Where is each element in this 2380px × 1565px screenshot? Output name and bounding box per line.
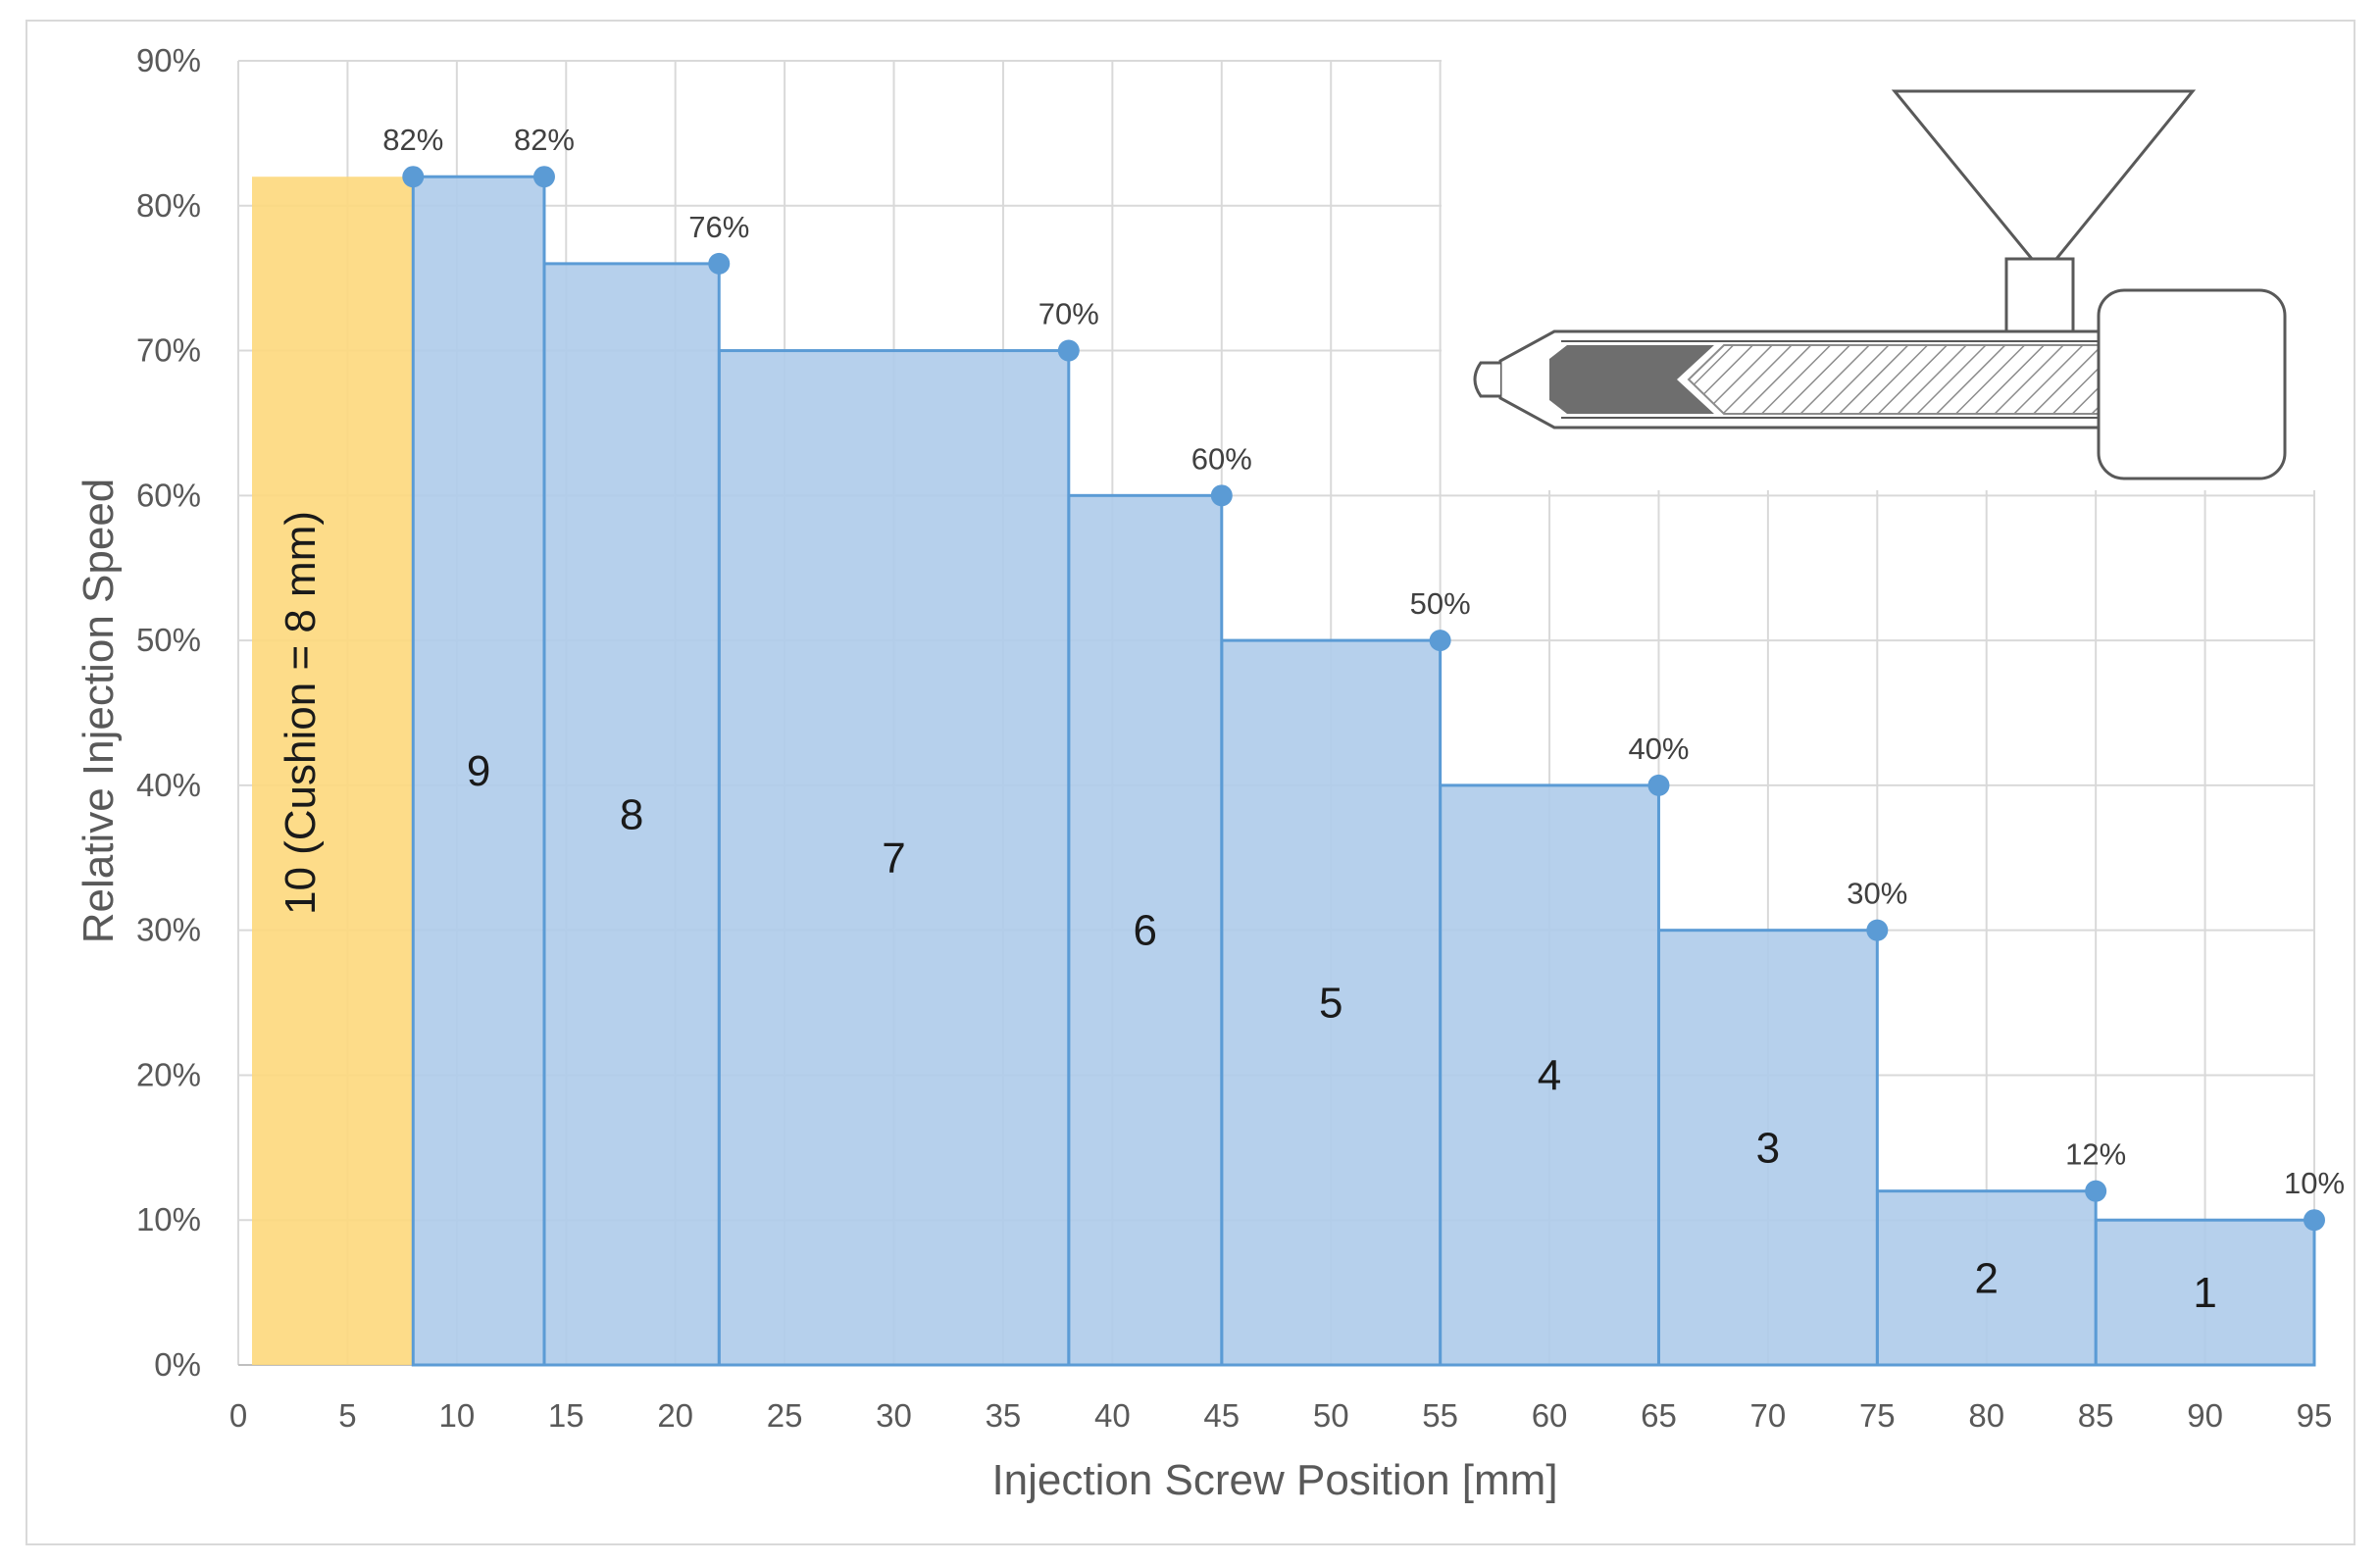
- x-tick-label: 85: [2078, 1397, 2114, 1434]
- data-label: 82%: [514, 123, 575, 157]
- x-tick-label: 45: [1203, 1397, 1240, 1434]
- data-label: 30%: [1847, 877, 1907, 911]
- y-tick-label: 70%: [136, 332, 201, 369]
- markers: 82% 82% 76% 70% 60% 50% 40% 30% 12% 10%: [382, 123, 2345, 1232]
- data-point: [1647, 774, 1670, 796]
- y-tick-label: 80%: [136, 187, 201, 224]
- zone-label-4: 4: [1538, 1051, 1561, 1099]
- x-tick-label: 30: [876, 1397, 912, 1434]
- cushion-zone: [252, 177, 414, 1366]
- x-tick-label: 0: [229, 1397, 247, 1434]
- data-label: 12%: [2065, 1137, 2126, 1172]
- y-tick-label: 30%: [136, 912, 201, 948]
- x-tick-label: 95: [2297, 1397, 2333, 1434]
- data-label: 60%: [1191, 441, 1252, 476]
- data-point: [402, 166, 425, 188]
- data-label: 76%: [688, 210, 749, 244]
- x-tick-label: 50: [1313, 1397, 1349, 1434]
- x-tick-label: 15: [548, 1397, 584, 1434]
- data-label: 40%: [1628, 732, 1689, 766]
- zone-label-3: 3: [1756, 1124, 1780, 1172]
- y-tick-label: 90%: [136, 42, 201, 78]
- x-tick-label: 60: [1532, 1397, 1568, 1434]
- data-point: [532, 166, 555, 188]
- x-axis-title: Injection Screw Position [mm]: [991, 1456, 1557, 1504]
- zone-label-1: 1: [2193, 1269, 2216, 1317]
- zone-bar-4: [1439, 783, 1660, 1367]
- x-tick-label: 65: [1641, 1397, 1677, 1434]
- data-point: [1429, 630, 1451, 652]
- y-tick-label: 40%: [136, 767, 201, 803]
- y-tick-label: 10%: [136, 1201, 201, 1237]
- x-tick-label: 5: [338, 1397, 356, 1434]
- data-point: [1210, 484, 1233, 507]
- y-tick-label: 0%: [154, 1346, 201, 1383]
- zone-label-6: 6: [1134, 907, 1157, 955]
- data-point: [2085, 1180, 2107, 1202]
- zone-bar-3: [1656, 929, 1879, 1367]
- zone-bar-9: [411, 175, 546, 1367]
- zone-bar-5: [1220, 638, 1443, 1367]
- zone-label-7: 7: [882, 834, 905, 883]
- zone-bar-6: [1067, 493, 1224, 1367]
- zone-label-2: 2: [1974, 1254, 1998, 1302]
- data-label: 82%: [382, 123, 443, 157]
- x-tick-label: 25: [767, 1397, 803, 1434]
- data-label: 70%: [1038, 297, 1099, 331]
- zone-bar-7: [717, 349, 1071, 1367]
- x-tick-label: 35: [986, 1397, 1022, 1434]
- y-tick-label: 50%: [136, 622, 201, 658]
- data-point: [1057, 339, 1080, 362]
- x-tick-label: 90: [2187, 1397, 2223, 1434]
- x-tick-label: 55: [1422, 1397, 1458, 1434]
- y-tick-label: 20%: [136, 1056, 201, 1092]
- zone-label-9: 9: [467, 747, 490, 795]
- y-axis-title: Relative Injection Speed: [75, 479, 123, 944]
- x-tick-label: 75: [1859, 1397, 1896, 1434]
- data-point: [2304, 1209, 2325, 1232]
- x-tick-label: 10: [438, 1397, 475, 1434]
- data-point: [708, 252, 731, 275]
- x-tick-label: 40: [1094, 1397, 1131, 1434]
- x-tick-label: 80: [1968, 1397, 2004, 1434]
- x-tick-label: 20: [657, 1397, 693, 1434]
- zone-label-8: 8: [620, 790, 643, 838]
- zone-bar-2: [1875, 1189, 2098, 1367]
- data-label: 50%: [1410, 586, 1471, 621]
- ticks: 0 5 10 15 20 25 30 35 40 45 50 55 60 65 70 75 80 85 90 950%…: [136, 42, 2332, 1434]
- data-label: 10%: [2284, 1166, 2345, 1200]
- bars: 10 (Cushion = 8 mm) 1 2 3 4 5 6 7 8 9: [252, 175, 2316, 1367]
- zone-label-5: 5: [1319, 980, 1342, 1028]
- data-point: [1866, 919, 1889, 941]
- cushion-label: 10 (Cushion = 8 mm): [277, 511, 325, 915]
- zone-bar-8: [542, 262, 721, 1367]
- x-tick-label: 70: [1750, 1397, 1787, 1434]
- zone-bar-1: [2094, 1218, 2316, 1367]
- y-tick-label: 60%: [136, 477, 201, 513]
- injection-unit-icon: [1442, 59, 2324, 490]
